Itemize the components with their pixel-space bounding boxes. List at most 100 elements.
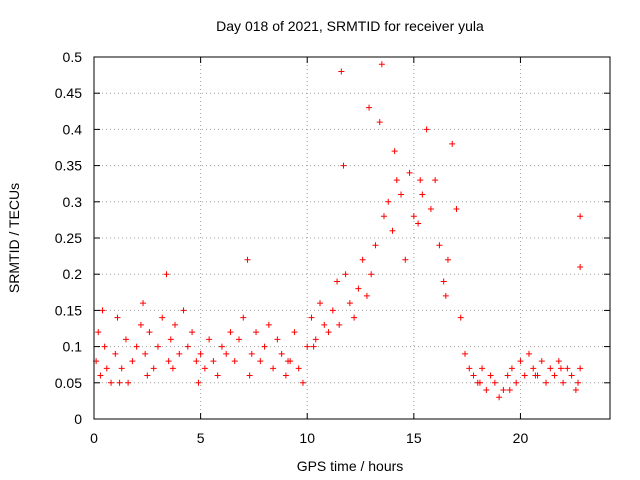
data-point (575, 379, 582, 386)
data-point (304, 343, 311, 350)
y-tick-label: 0.15 (55, 302, 82, 318)
data-point (564, 365, 571, 372)
data-point (240, 314, 247, 321)
data-point (317, 300, 324, 307)
data-point (325, 329, 332, 336)
data-point (491, 379, 498, 386)
data-point (483, 387, 490, 394)
data-point (336, 321, 343, 328)
data-point (282, 372, 289, 379)
data-point (140, 300, 147, 307)
data-point (427, 206, 434, 213)
data-point (176, 350, 183, 357)
y-tick-label: 0.4 (63, 121, 83, 137)
data-point (257, 358, 264, 365)
data-point (555, 358, 562, 365)
x-tick-label: 10 (299, 430, 315, 446)
data-point (144, 372, 151, 379)
data-point (253, 329, 260, 336)
data-point (525, 350, 532, 357)
data-point (500, 387, 507, 394)
data-point (218, 343, 225, 350)
y-axis-label: SRMTID / TECUs (6, 183, 22, 293)
axis-ticks: 0 5 10 15 20 0 0.05 0.1 0.15 0.2 0.25 0.3 0.35 0.4 0.4… (55, 49, 610, 446)
data-point (274, 336, 281, 343)
y-tick-label: 0.5 (63, 49, 83, 65)
y-tick-label: 0.45 (55, 85, 82, 101)
data-point (432, 177, 439, 184)
data-point (521, 372, 528, 379)
data-point (210, 358, 217, 365)
data-point (366, 104, 373, 111)
data-point (496, 394, 503, 401)
data-point (231, 358, 238, 365)
data-point (159, 314, 166, 321)
x-tick-label: 15 (406, 430, 422, 446)
data-point (180, 307, 187, 314)
data-point (538, 358, 545, 365)
data-point (476, 379, 483, 386)
data-point (278, 350, 285, 357)
data-point (462, 350, 469, 357)
data-point (146, 329, 153, 336)
data-point (385, 198, 392, 205)
data-point (340, 162, 347, 169)
data-point (417, 177, 424, 184)
data-point (351, 314, 358, 321)
data-point (334, 278, 341, 285)
data-point (184, 343, 191, 350)
data-points (93, 61, 584, 401)
data-point (577, 263, 584, 270)
data-point (342, 271, 349, 278)
data-point (285, 358, 292, 365)
y-tick-label: 0.35 (55, 158, 82, 174)
data-point (577, 365, 584, 372)
data-point (235, 336, 242, 343)
data-point (389, 227, 396, 234)
data-point (163, 271, 170, 278)
data-point (444, 256, 451, 263)
y-tick-label: 0.25 (55, 230, 82, 246)
data-point (193, 358, 200, 365)
data-point (291, 329, 298, 336)
data-point (244, 256, 251, 263)
data-point (419, 191, 426, 198)
data-point (406, 169, 413, 176)
data-point (118, 365, 125, 372)
data-point (122, 336, 129, 343)
data-point (402, 256, 409, 263)
data-point (440, 278, 447, 285)
data-point (142, 350, 149, 357)
data-point (415, 220, 422, 227)
data-point (261, 343, 268, 350)
data-point (299, 379, 306, 386)
data-point (329, 307, 336, 314)
y-tick-label: 0.1 (63, 339, 83, 355)
data-point (457, 314, 464, 321)
data-point (393, 177, 400, 184)
data-point (197, 350, 204, 357)
data-point (568, 372, 575, 379)
data-point (95, 329, 102, 336)
data-point (246, 372, 253, 379)
data-point (112, 350, 119, 357)
chart-title: Day 018 of 2021, SRMTID for receiver yul… (216, 18, 484, 34)
data-point (169, 365, 176, 372)
plot-frame (93, 56, 611, 420)
data-point (517, 358, 524, 365)
data-point (508, 365, 515, 372)
data-point (214, 372, 221, 379)
data-point (378, 61, 385, 68)
data-point (577, 213, 584, 220)
data-point (504, 372, 511, 379)
data-point (195, 379, 202, 386)
data-point (410, 213, 417, 220)
y-tick-label: 0.05 (55, 375, 82, 391)
data-point (359, 256, 366, 263)
data-point (436, 242, 443, 249)
data-point (114, 314, 121, 321)
data-point (189, 329, 196, 336)
x-tick-label: 5 (197, 430, 205, 446)
data-point (547, 365, 554, 372)
